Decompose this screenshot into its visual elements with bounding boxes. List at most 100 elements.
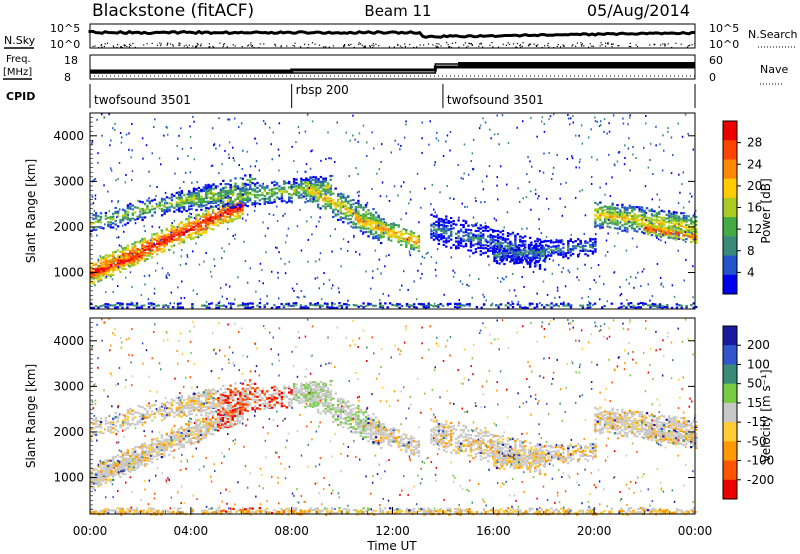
power-cell	[517, 248, 521, 252]
power-cell	[511, 306, 515, 309]
power-noise	[609, 195, 612, 198]
nsearch-dot	[195, 46, 197, 48]
power-cell	[667, 217, 671, 220]
nsearch-dot	[537, 44, 539, 46]
power-cell	[109, 275, 112, 278]
power-cell	[616, 214, 619, 217]
power-cell	[92, 306, 95, 309]
power-cell	[229, 204, 232, 207]
power-cell	[347, 214, 350, 217]
velocity-cell	[172, 432, 176, 435]
power-cell	[236, 203, 240, 207]
power-cell	[482, 235, 485, 238]
power-cell	[306, 185, 310, 188]
power-noise	[234, 298, 236, 301]
power-noise	[215, 205, 217, 208]
power-cell	[548, 304, 551, 307]
power-cell	[239, 190, 242, 193]
power-noise	[608, 130, 611, 133]
power-noise	[603, 130, 605, 133]
power-cell	[412, 241, 416, 244]
nsearch-dot	[416, 46, 418, 48]
power-cell	[687, 215, 690, 218]
power-cell	[387, 231, 390, 234]
power-cell	[626, 220, 629, 223]
power-noise	[228, 285, 231, 288]
velocity-cell	[177, 437, 181, 440]
power-cell	[650, 210, 654, 213]
power-noise	[423, 257, 426, 259]
nsearch-dot	[505, 44, 507, 46]
power-cell	[99, 269, 103, 273]
power-cell	[197, 228, 200, 231]
power-cell	[224, 215, 227, 218]
power-cell	[231, 204, 235, 207]
power-cell	[677, 232, 680, 235]
power-cell	[226, 205, 229, 209]
velocity-cell	[114, 455, 117, 458]
power-cell	[172, 235, 176, 238]
power-cell	[115, 263, 118, 266]
power-cell	[229, 206, 232, 209]
power-noise	[149, 185, 151, 188]
power-cell	[464, 231, 468, 234]
power-cell	[372, 228, 375, 231]
power-cell	[682, 215, 686, 218]
nsearch-dot	[536, 45, 538, 47]
power-noise	[442, 225, 444, 228]
power-noise	[458, 299, 460, 302]
power-cell	[146, 208, 149, 211]
power-cell	[314, 187, 317, 191]
power-cell	[165, 206, 169, 209]
power-cell	[238, 214, 242, 217]
power-noise	[168, 274, 170, 276]
power-noise	[433, 232, 435, 234]
power-noise	[304, 295, 306, 298]
nsearch-dot	[113, 46, 115, 48]
power-cell	[450, 233, 453, 236]
power-cell	[599, 215, 602, 218]
power-colorbar-tick-label: 8	[747, 244, 755, 258]
power-cell	[155, 240, 159, 243]
power-noise	[607, 232, 609, 235]
power-cell	[314, 304, 317, 307]
power-cell	[337, 194, 340, 197]
power-cell	[591, 250, 595, 253]
power-cell	[667, 224, 671, 228]
power-cell	[141, 251, 144, 254]
power-cell	[234, 198, 237, 201]
power-colorbar-swatch	[723, 178, 737, 199]
power-cell	[99, 277, 103, 280]
power-cell	[126, 306, 129, 309]
power-cell	[100, 268, 103, 271]
power-cell	[537, 253, 540, 256]
power-noise	[458, 216, 460, 219]
power-colorbar-tick-label: 4	[747, 265, 755, 279]
power-cell	[517, 261, 521, 264]
power-cell	[644, 226, 647, 229]
power-cell	[437, 221, 441, 224]
power-cell	[535, 247, 538, 250]
power-cell	[417, 244, 421, 248]
power-noise	[282, 214, 284, 217]
power-cell	[379, 305, 382, 308]
power-cell	[487, 229, 490, 233]
power-cell	[146, 199, 149, 202]
power-cell	[146, 258, 149, 261]
power-cell	[163, 241, 166, 244]
power-cell	[119, 221, 122, 224]
velocity-cell	[155, 445, 159, 448]
power-cell	[495, 259, 499, 262]
power-cell	[417, 238, 421, 241]
power-cell	[632, 305, 635, 309]
power-cell	[344, 204, 347, 207]
nsearch-dot	[129, 43, 131, 45]
power-cell	[526, 306, 529, 310]
power-noise	[608, 122, 610, 125]
power-cell	[126, 244, 129, 247]
power-cell	[505, 249, 508, 252]
velocity-cell	[121, 459, 125, 462]
power-cell	[129, 202, 132, 205]
velocity-cell	[190, 421, 193, 424]
power-cell	[529, 236, 532, 239]
